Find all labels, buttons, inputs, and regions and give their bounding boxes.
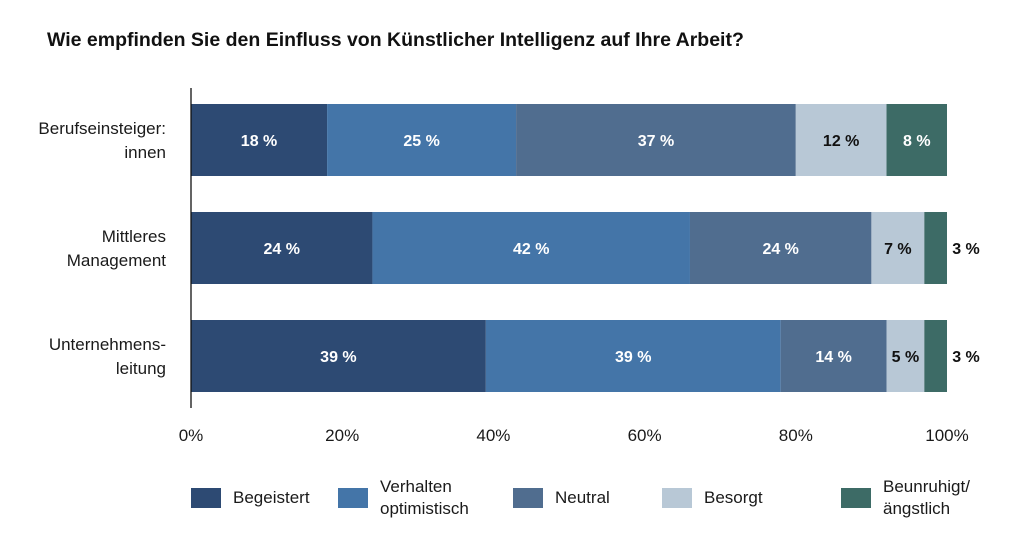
- bar-value-label: 14 %: [815, 349, 851, 366]
- x-tick-label: 40%: [476, 426, 510, 445]
- bar-value-label: 3 %: [952, 241, 980, 258]
- legend-swatch: [841, 488, 871, 508]
- bar-segment: [886, 104, 947, 176]
- x-tick-label: 20%: [325, 426, 359, 445]
- legend-label: Verhalten optimistisch: [380, 477, 469, 518]
- bar-segment: [191, 104, 328, 176]
- bar-value-label: 25 %: [403, 133, 439, 150]
- bar-segment: [795, 104, 887, 176]
- bar-segment: [372, 212, 690, 284]
- legend-label: Neutral: [555, 488, 610, 507]
- category-label: Unternehmens-leitung: [49, 335, 166, 378]
- bar-segment: [689, 212, 872, 284]
- legend-label: Besorgt: [704, 488, 763, 507]
- legend-swatch: [191, 488, 221, 508]
- bar-value-label: 7 %: [884, 241, 912, 258]
- x-tick-label: 100%: [925, 426, 968, 445]
- bar-value-label: 8 %: [903, 133, 931, 150]
- legend-item: Begeistert: [191, 472, 310, 524]
- legend-item: Besorgt: [662, 472, 763, 524]
- bar-segment: [327, 104, 517, 176]
- bar-value-label: 3 %: [952, 349, 980, 366]
- legend-item: Neutral: [513, 472, 610, 524]
- bar-value-label: 12 %: [823, 133, 859, 150]
- bar-segment: [886, 320, 925, 392]
- legend-label: Begeistert: [233, 488, 310, 507]
- bar-value-label: 18 %: [241, 133, 277, 150]
- bar-segment: [924, 320, 947, 392]
- bar-segment: [191, 320, 486, 392]
- bar-segment: [924, 212, 947, 284]
- bar-value-label: 42 %: [513, 241, 549, 258]
- bar-value-label: 39 %: [615, 349, 651, 366]
- legend-swatch: [338, 488, 368, 508]
- bar-segment: [516, 104, 796, 176]
- bar-value-label: 5 %: [892, 349, 920, 366]
- bar-value-label: 24 %: [762, 241, 798, 258]
- x-tick-label: 0%: [179, 426, 204, 445]
- x-tick-label: 60%: [628, 426, 662, 445]
- chart-title: Wie empfinden Sie den Einfluss von Künst…: [47, 29, 744, 51]
- bar-segment: [780, 320, 887, 392]
- bar-segment: [871, 212, 925, 284]
- legend-swatch: [662, 488, 692, 508]
- bar-value-label: 39 %: [320, 349, 356, 366]
- legend-item: Verhalten optimistisch: [338, 472, 469, 524]
- legend-label: Beunruhigt/ ängstlich: [883, 477, 970, 518]
- bar-segment: [485, 320, 781, 392]
- legend-swatch: [513, 488, 543, 508]
- legend: Begeistert Verhalten optimistisch Neutral B…: [0, 472, 1024, 532]
- bar-segment: [191, 212, 373, 284]
- x-tick-label: 80%: [779, 426, 813, 445]
- category-label: Berufseinsteiger: innen: [38, 119, 166, 162]
- category-label: Mittleres Management: [67, 227, 167, 270]
- legend-item: Beunruhigt/ ängstlich: [841, 472, 970, 524]
- bar-value-label: 24 %: [263, 241, 299, 258]
- bar-value-label: 37 %: [638, 133, 674, 150]
